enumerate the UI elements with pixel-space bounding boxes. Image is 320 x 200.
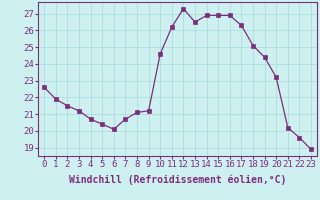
- X-axis label: Windchill (Refroidissement éolien,°C): Windchill (Refroidissement éolien,°C): [69, 175, 286, 185]
